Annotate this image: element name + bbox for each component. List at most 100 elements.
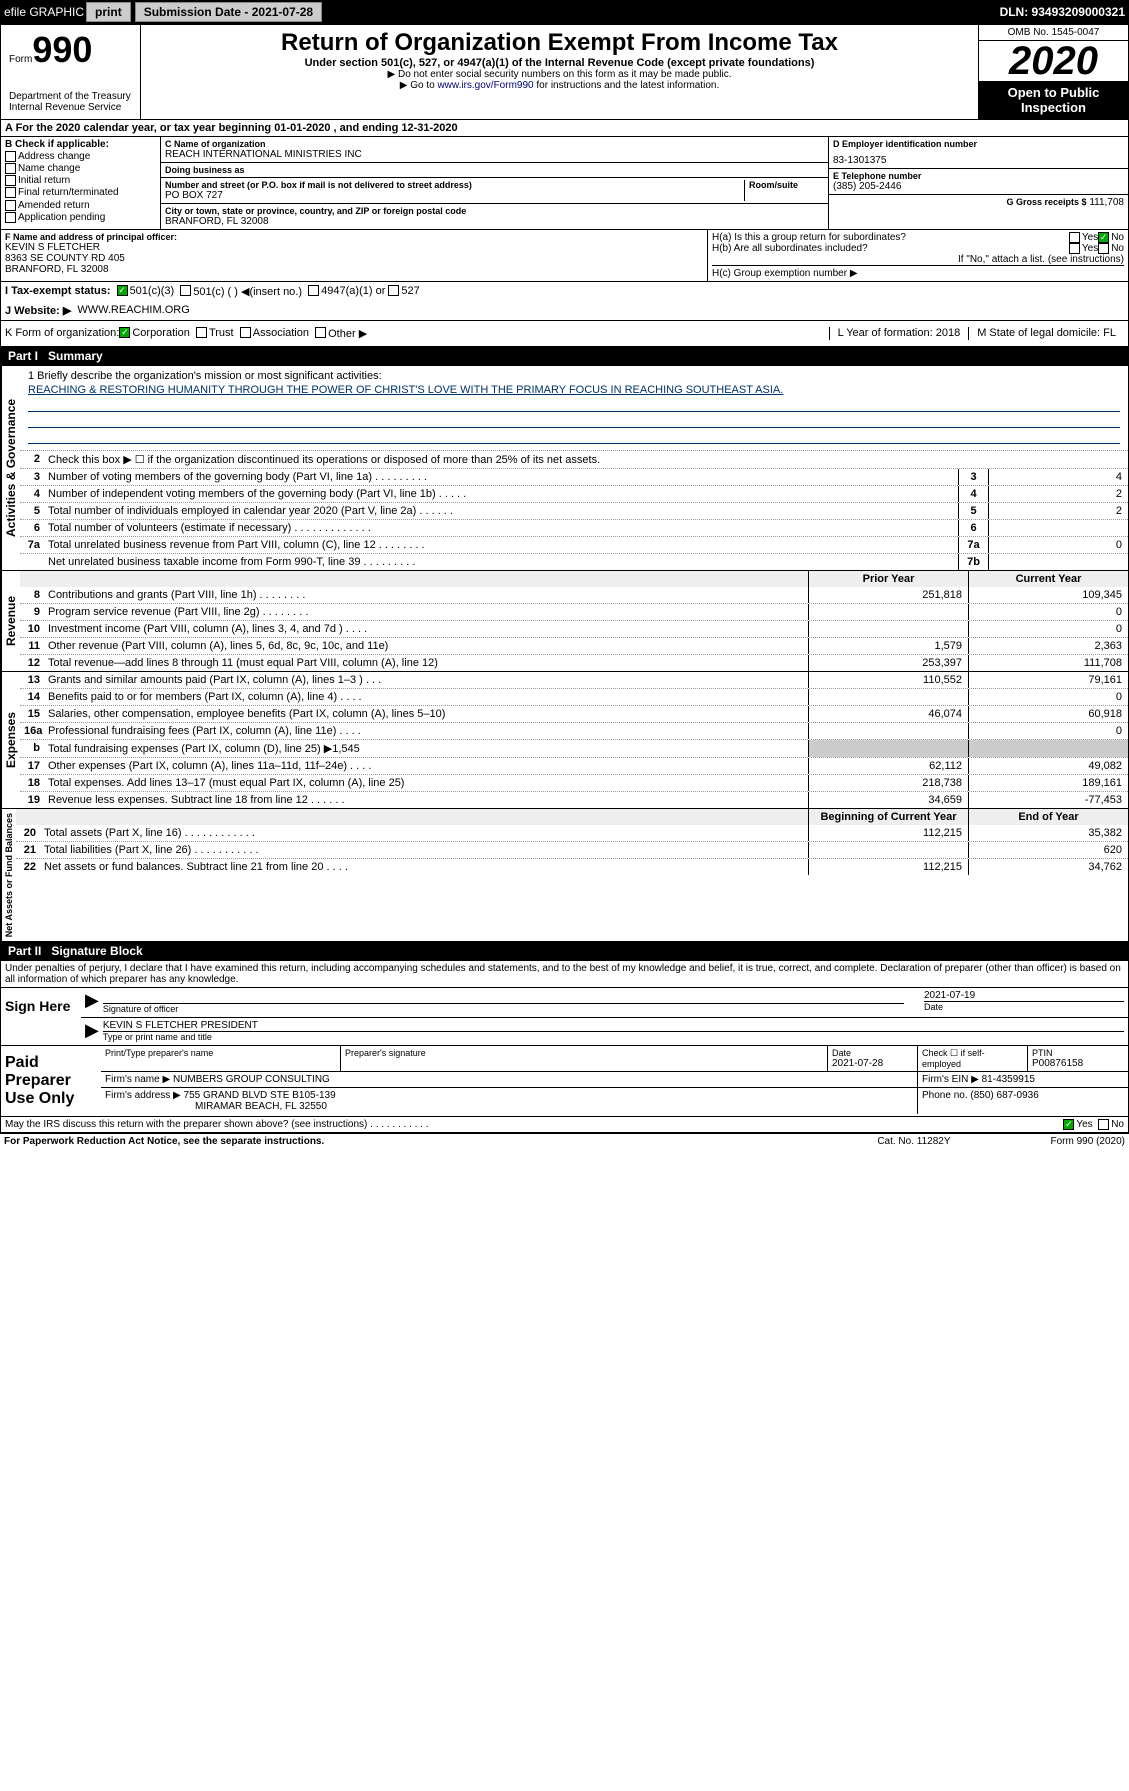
form-prefix: Form (9, 54, 32, 65)
year-formation: 2018 (936, 327, 960, 339)
officer-addr1: 8363 SE COUNTY RD 405 (5, 253, 703, 264)
org-name-cell: C Name of organization REACH INTERNATION… (161, 137, 828, 163)
l4-val: 2 (988, 486, 1128, 502)
cb-527[interactable] (388, 285, 399, 296)
table-row: 20Total assets (Part X, line 16) . . . .… (16, 825, 1128, 841)
col-de: D Employer identification number 83-1301… (828, 137, 1128, 229)
org-address: PO BOX 727 (165, 190, 744, 201)
efile-label: efile GRAPHIC (4, 5, 84, 19)
ptin: P00876158 (1032, 1058, 1124, 1069)
table-row: 9Program service revenue (Part VIII, lin… (20, 603, 1128, 620)
l7a-val: 0 (988, 537, 1128, 553)
cb-name-change[interactable]: Name change (5, 163, 156, 174)
cb-corp[interactable] (119, 327, 130, 338)
open-public-badge: Open to Public Inspection (979, 81, 1128, 119)
signature-block: Under penalties of perjury, I declare th… (0, 960, 1129, 1133)
cb-amended[interactable]: Amended return (5, 200, 156, 211)
form-id-block: Form990 Department of the Treasury Inter… (1, 25, 141, 119)
l7b-val (988, 554, 1128, 570)
cb-final-return[interactable]: Final return/terminated (5, 187, 156, 198)
form-number: 990 (32, 29, 92, 70)
col-c: C Name of organization REACH INTERNATION… (161, 137, 828, 229)
table-row: bTotal fundraising expenses (Part IX, co… (20, 739, 1128, 757)
h-block: H(a) Is this a group return for subordin… (708, 230, 1128, 281)
revenue-label: Revenue (1, 571, 20, 671)
summary-body: Activities & Governance 1 Briefly descri… (0, 365, 1129, 942)
b-label: B Check if applicable: (5, 139, 156, 150)
table-row: 12Total revenue—add lines 8 through 11 (… (20, 654, 1128, 671)
cb-initial-return[interactable]: Initial return (5, 175, 156, 186)
part2-header: Part II Signature Block (0, 942, 1129, 960)
row-fh: F Name and address of principal officer:… (0, 230, 1129, 282)
footer-left: For Paperwork Reduction Act Notice, see … (4, 1136, 324, 1147)
officer-sig-name: KEVIN S FLETCHER PRESIDENT (103, 1020, 1124, 1032)
table-row: 16aProfessional fundraising fees (Part I… (20, 722, 1128, 739)
phone-cell: E Telephone number (385) 205-2446 (829, 169, 1128, 195)
col-b: B Check if applicable: Address change Na… (1, 137, 161, 229)
perjury-text: Under penalties of perjury, I declare th… (1, 961, 1128, 987)
sign-here-label: Sign Here (1, 988, 81, 1045)
cb-trust[interactable] (196, 327, 207, 338)
expenses-label: Expenses (1, 672, 20, 808)
ein-cell: D Employer identification number 83-1301… (829, 137, 1128, 169)
cb-address-change[interactable]: Address change (5, 151, 156, 162)
dept-label: Department of the Treasury Internal Reve… (9, 91, 132, 113)
cb-discuss-no[interactable] (1098, 1119, 1109, 1130)
cb-application-pending[interactable]: Application pending (5, 212, 156, 223)
line-a: A For the 2020 calendar year, or tax yea… (0, 120, 1129, 137)
l6-val (988, 520, 1128, 536)
org-city: BRANFORD, FL 32008 (165, 216, 824, 227)
netassets-label: Net Assets or Fund Balances (1, 809, 16, 941)
row-j: J Website: ▶ WWW.REACHIM.ORG (0, 301, 1129, 321)
table-row: 19Revenue less expenses. Subtract line 1… (20, 791, 1128, 808)
prep-date: 2021-07-28 (832, 1058, 913, 1069)
gross-cell: G Gross receipts $ 111,708 (829, 195, 1128, 210)
print-button[interactable]: print (86, 2, 131, 22)
l3-val: 4 (988, 469, 1128, 485)
footer: For Paperwork Reduction Act Notice, see … (0, 1133, 1129, 1149)
form-header: Form990 Department of the Treasury Inter… (0, 24, 1129, 120)
section-bcde: B Check if applicable: Address change Na… (0, 137, 1129, 230)
phone: (385) 205-2446 (833, 181, 1124, 192)
governance-label: Activities & Governance (1, 366, 20, 570)
table-row: 15Salaries, other compensation, employee… (20, 705, 1128, 722)
officer-name: KEVIN S FLETCHER (5, 242, 703, 253)
cb-4947[interactable] (308, 285, 319, 296)
table-row: 22Net assets or fund balances. Subtract … (16, 858, 1128, 875)
header-center: Return of Organization Exempt From Incom… (141, 25, 978, 119)
irs-link[interactable]: www.irs.gov/Form990 (437, 80, 533, 91)
table-row: 13Grants and similar amounts paid (Part … (20, 672, 1128, 688)
table-row: 10Investment income (Part VIII, column (… (20, 620, 1128, 637)
table-row: 8Contributions and grants (Part VIII, li… (20, 587, 1128, 603)
officer-addr2: BRANFORD, FL 32008 (5, 264, 703, 275)
form-subtitle: Under section 501(c), 527, or 4947(a)(1)… (145, 57, 974, 69)
cb-501c3[interactable] (117, 285, 128, 296)
revenue-section: Revenue Prior YearCurrent Year 8Contribu… (1, 571, 1128, 672)
ein: 83-1301375 (833, 155, 1124, 166)
table-row: 11Other revenue (Part VIII, column (A), … (20, 637, 1128, 654)
tax-year: 2020 (979, 41, 1128, 81)
header-right: OMB No. 1545-0047 2020 Open to Public In… (978, 25, 1128, 119)
top-bar: efile GRAPHIC print Submission Date - 20… (0, 0, 1129, 24)
firm-ein: 81-4359915 (982, 1074, 1035, 1085)
netassets-section: Net Assets or Fund Balances Beginning of… (1, 809, 1128, 941)
gross-receipts: 111,708 (1089, 197, 1124, 208)
row-k: K Form of organization: Corporation Trus… (0, 321, 1129, 347)
cb-other[interactable] (315, 327, 326, 338)
addr-cell: Number and street (or P.O. box if mail i… (161, 178, 828, 204)
submission-date: Submission Date - 2021-07-28 (135, 2, 322, 22)
l5-val: 2 (988, 503, 1128, 519)
governance-section: Activities & Governance 1 Briefly descri… (1, 366, 1128, 571)
state-domicile: FL (1103, 327, 1116, 339)
org-name: REACH INTERNATIONAL MINISTRIES INC (165, 149, 824, 160)
f-block: F Name and address of principal officer:… (1, 230, 708, 281)
table-row: 14Benefits paid to or for members (Part … (20, 688, 1128, 705)
table-row: 18Total expenses. Add lines 13–17 (must … (20, 774, 1128, 791)
cb-501c[interactable] (180, 285, 191, 296)
cb-discuss-yes[interactable] (1063, 1119, 1074, 1130)
cb-assoc[interactable] (240, 327, 251, 338)
expenses-section: Expenses 13Grants and similar amounts pa… (1, 672, 1128, 809)
website: WWW.REACHIM.ORG (77, 304, 189, 317)
firm-phone: (850) 687-0936 (970, 1090, 1038, 1101)
table-row: 21Total liabilities (Part X, line 26) . … (16, 841, 1128, 858)
